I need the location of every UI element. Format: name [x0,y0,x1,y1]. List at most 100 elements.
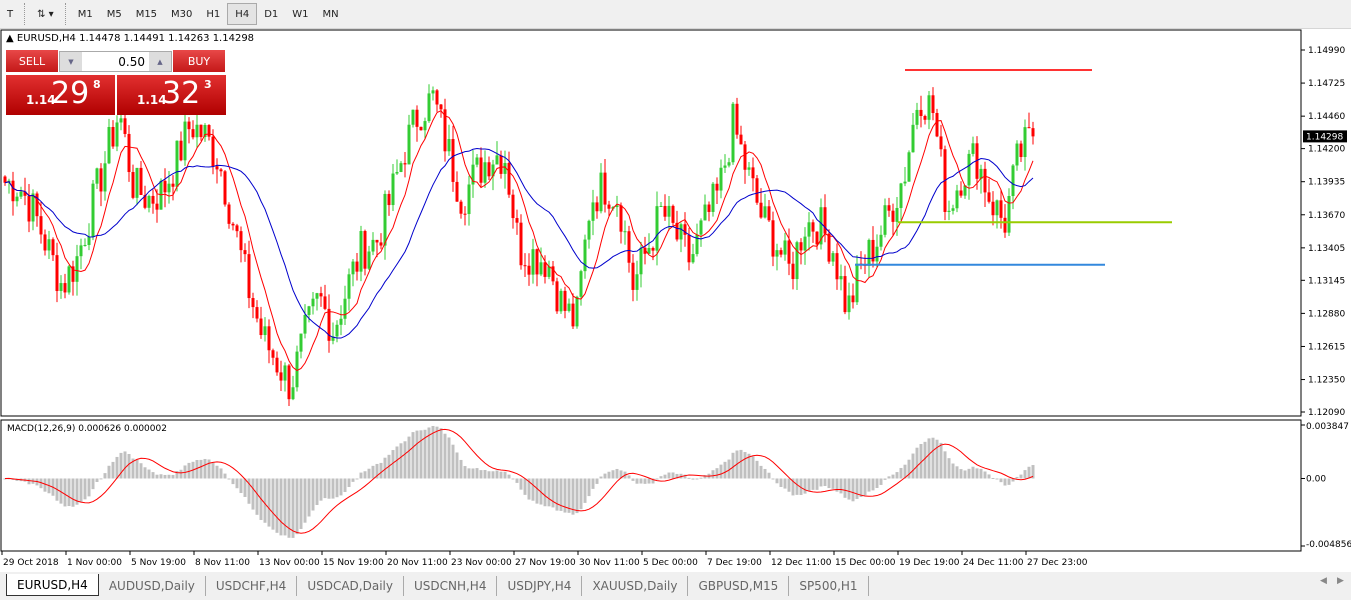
candle-body [367,251,371,269]
candle-body [403,163,407,165]
candle-body [759,202,763,218]
timeframe-m1[interactable]: M1 [77,8,93,20]
macd-bar [1027,466,1031,479]
candle-body [319,293,323,297]
candle-body [287,365,291,400]
timeframe-w1[interactable]: W1 [292,8,309,20]
macd-bar [611,470,615,479]
macd-bar [679,473,683,479]
candle-body [971,143,975,154]
timeframe-h1[interactable]: H1 [206,8,221,20]
ma-slow-line [4,147,1034,339]
tab-usdchf-h4[interactable]: USDCHF,H4 [206,576,298,596]
tab-gbpusd-m15[interactable]: GBPUSD,M15 [688,576,790,596]
sell-button[interactable]: SELL [6,50,58,72]
candle-body [871,239,875,262]
candle [591,189,595,236]
price-tick-label: 1.12615 [1308,342,1345,352]
sell-price-button[interactable]: 1.14 29 8 [6,75,115,115]
macd-bar [967,468,971,479]
text-tool-icon[interactable]: T [7,8,14,20]
collapse-triangle-icon[interactable]: ▲ [6,33,14,44]
macd-bar [111,461,115,479]
candle-body [355,261,359,272]
macd-bar [491,471,495,479]
macd-bar [719,464,723,479]
tab-usdcnh-h4[interactable]: USDCNH,H4 [404,576,498,596]
macd-bar [751,456,755,479]
candle-body [995,200,999,216]
macd-bar [167,474,171,479]
tab-audusd-daily[interactable]: AUDUSD,Daily [99,576,206,596]
price-tick-label: 1.13405 [1308,244,1345,254]
candle-body [163,180,167,193]
macd-bar [239,478,243,494]
candle [595,196,599,219]
macd-bar [207,459,211,479]
tab-sp500-h1[interactable]: SP500,H1 [789,576,869,596]
tab-scroll-left-icon[interactable]: ◀ [1320,576,1327,586]
tab-usdcad-daily[interactable]: USDCAD,Daily [297,576,404,596]
buy-price-button[interactable]: 1.14 32 3 [117,75,226,115]
candle-body [207,125,211,137]
candle [347,268,351,311]
macd-bar [471,468,475,479]
price-tick-label: 1.14460 [1308,112,1345,122]
macd-bar [743,452,747,479]
tab-usdjpy-h4[interactable]: USDJPY,H4 [497,576,583,596]
chart-header: ▲ EURUSD,H4 1.14478 1.14491 1.14263 1.14… [6,33,254,44]
timeframe-mn[interactable]: MN [322,8,339,20]
lot-decrease-icon[interactable]: ▼ [60,52,82,71]
candle-body [483,162,487,183]
candle [423,117,427,139]
candle [403,151,407,178]
candle [971,136,975,157]
macd-bar [595,478,599,484]
timeframe-m5[interactable]: M5 [106,8,122,20]
lot-size-input[interactable] [82,54,149,69]
macd-bar [943,451,947,479]
macd-bar [435,426,439,479]
timeframe-m30[interactable]: M30 [171,8,193,20]
tab-scroll-right-icon[interactable]: ▶ [1337,576,1344,586]
macd-bar [587,478,591,497]
macd-bar [71,478,75,507]
macd-bar [703,475,707,479]
candle-body [227,204,231,224]
candle [283,362,287,392]
lot-increase-icon[interactable]: ▲ [149,52,171,71]
chart-canvas[interactable]: 1.14990 1.14725 1.14460 1.14200 1.13935 1.136… [0,29,1351,572]
macd-bar [543,478,547,507]
price-tick-label: 1.13935 [1308,178,1345,188]
candle [407,114,411,165]
objects-dropdown-icon[interactable]: ⇅ ▾ [37,8,54,20]
candle-body [887,205,891,211]
lot-size-stepper[interactable]: ▼ ▲ [59,51,172,72]
candle [191,120,195,140]
candle [883,198,887,238]
macd-bar [223,473,227,479]
time-tick-label: 27 Nov 19:00 [515,558,576,568]
candle-body [535,249,539,275]
candle-body [891,210,895,222]
candle-body [171,183,175,187]
macd-bar [875,478,879,488]
macd-bar [83,478,87,500]
candle [239,226,243,263]
candle-body [763,206,767,218]
timeframe-h4[interactable]: H4 [227,3,258,25]
time-tick-label: 24 Dec 11:00 [963,558,1024,568]
buy-button[interactable]: BUY [173,50,225,72]
price-panel-frame [0,29,1302,417]
macd-bar [555,478,559,511]
candle-body [271,350,275,358]
tab-eurusd-h4[interactable]: EURUSD,H4 [6,574,99,596]
tab-xauusd-daily[interactable]: XAUUSD,Daily [582,576,689,596]
candle-body [183,121,187,161]
timeframe-d1[interactable]: D1 [264,8,279,20]
chart-window[interactable]: 1.14990 1.14725 1.14460 1.14200 1.13935 1.136… [0,29,1351,572]
candle-body [595,202,599,212]
candle-body [563,290,567,311]
timeframe-m15[interactable]: M15 [135,8,158,20]
candle [859,251,863,270]
